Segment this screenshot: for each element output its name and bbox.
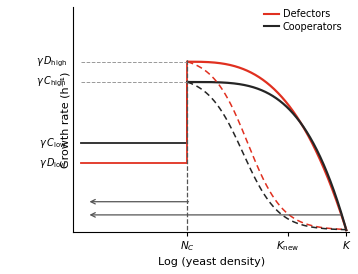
- Legend: Defectors, Cooperators: Defectors, Cooperators: [262, 7, 344, 34]
- Text: $\gamma\,D_\mathrm{low}$: $\gamma\,D_\mathrm{low}$: [39, 156, 67, 170]
- Text: $\gamma\,C_\mathrm{high}$: $\gamma\,C_\mathrm{high}$: [36, 75, 67, 89]
- Text: $\gamma\,D_\mathrm{high}$: $\gamma\,D_\mathrm{high}$: [36, 55, 67, 69]
- X-axis label: Log (yeast density): Log (yeast density): [158, 257, 265, 267]
- Text: $\gamma\,C_\mathrm{low}$: $\gamma\,C_\mathrm{low}$: [39, 136, 67, 150]
- Y-axis label: Growth rate (h⁻¹): Growth rate (h⁻¹): [61, 71, 71, 168]
